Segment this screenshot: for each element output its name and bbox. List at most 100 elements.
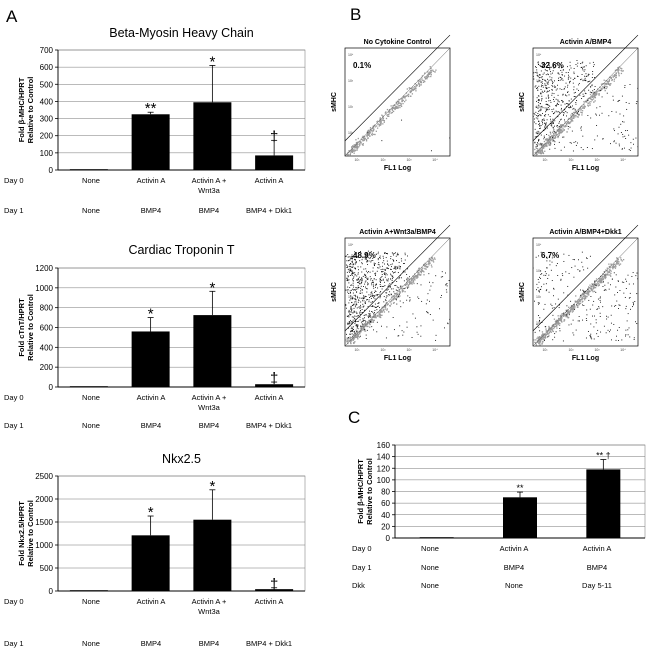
event-dot [625,335,626,337]
event-dot [546,330,548,332]
event-dot [428,264,430,266]
event-dot [432,260,434,262]
event-dot [377,305,379,307]
event-dot [575,295,577,297]
event-dot [410,277,413,280]
y-tick-label: 160 [377,441,391,450]
event-dot [446,283,448,284]
event-dot [414,317,416,319]
event-dot [544,79,546,81]
event-dot [349,275,351,276]
event-dot [546,125,548,127]
event-dot [567,72,569,73]
event-dot [535,123,537,125]
event-dot [560,77,562,79]
event-dot [628,134,630,136]
event-dot [542,335,544,337]
event-dot [381,114,383,116]
event-dot [369,310,370,312]
event-dot [549,264,551,266]
event-dot [583,105,586,107]
event-dot [544,144,547,146]
condition-cell-line: BMP4 [199,206,219,215]
event-dot [583,101,585,103]
event-dot [418,83,421,85]
event-dot [539,76,541,78]
event-dot [536,72,538,74]
event-dot [565,316,567,318]
event-dot [564,109,566,111]
event-dot [553,295,554,297]
event-dot [351,305,353,306]
event-dot [542,63,544,65]
event-dot [613,272,615,274]
event-dot [385,297,387,299]
y-tick-label: 300 [40,115,54,124]
event-dot [554,125,555,127]
event-dot [589,93,592,96]
event-dot [553,136,555,138]
event-dot [550,269,552,271]
gate-line [344,34,451,142]
event-dot [536,86,538,88]
event-dot [595,319,597,321]
event-dot [360,279,362,281]
event-dot [618,73,620,75]
event-dot [625,334,627,336]
event-dot [585,293,587,295]
event-dot [429,258,431,261]
event-dot [545,122,547,124]
event-dot [420,81,422,84]
event-dot [560,125,563,127]
gate-line [344,224,451,332]
row-label: Day 0 [4,393,24,402]
event-dot [420,82,423,84]
event-dot [600,281,602,284]
event-dot [581,62,583,64]
event-dot [351,257,353,259]
event-dot [545,70,547,72]
event-dot [586,101,588,103]
event-dot [592,304,594,306]
event-dot [571,306,573,308]
event-dot [352,145,354,147]
event-dot [608,265,611,268]
event-dot [582,135,584,137]
event-dot [349,268,351,270]
event-dot [590,101,592,103]
event-dot [554,111,556,113]
event-dot [566,305,568,307]
event-dot [383,260,385,262]
event-dot [350,266,352,268]
event-dot [604,284,606,286]
event-dot [539,114,541,116]
y-tick-label: 40 [381,511,390,520]
event-dot [561,317,563,319]
event-dot [541,334,543,336]
event-dot [569,82,571,84]
event-dot [352,292,354,294]
event-dot [364,301,366,303]
flow-y-tick: 10⁴ [348,53,354,57]
event-dot [572,310,574,312]
event-dot [396,280,398,282]
event-dot [355,268,357,270]
condition-cell-line: Activin A [137,393,166,402]
event-dot [361,262,363,264]
event-dot [406,326,408,328]
event-dot [600,87,602,89]
event-dot [582,106,584,108]
event-dot [380,277,382,279]
event-dot [349,314,351,316]
event-dot [411,93,414,95]
event-dot [587,102,589,104]
event-dot [407,280,409,282]
event-dot [359,252,361,254]
event-dot [349,336,351,338]
event-dot [564,125,567,127]
event-dot [361,323,363,325]
event-dot [568,94,570,96]
event-dot [345,255,347,257]
event-dot [571,267,573,269]
event-dot [540,288,542,290]
